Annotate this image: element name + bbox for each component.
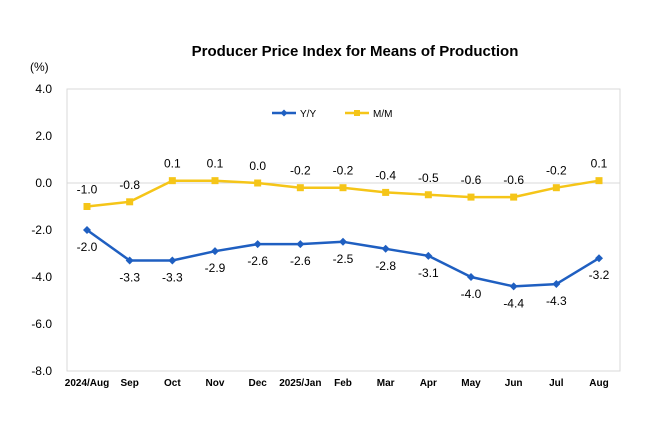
y-axis-ticks: 4.0 2.0 0.0 -2.0 -4.0 -6.0 -8.0 [31, 82, 52, 378]
legend: Y/Y M/M [272, 109, 392, 120]
point-marker-yy [253, 240, 262, 249]
data-label-mm: -0.4 [375, 168, 396, 182]
y-unit-label: (%) [30, 60, 49, 74]
point-marker-mm [296, 184, 304, 192]
chart-title: Producer Price Index for Means of Produc… [192, 43, 519, 60]
point-marker-mm [339, 184, 347, 192]
series-group [83, 177, 603, 291]
data-label-mm: -0.8 [119, 178, 140, 192]
plot-frame [66, 88, 621, 372]
data-label-mm: 0.1 [591, 157, 608, 171]
data-label-yy: -3.3 [162, 271, 183, 285]
legend-marker-yy [280, 109, 288, 117]
point-marker-yy [424, 251, 433, 260]
x-tick-label: Feb [334, 378, 352, 389]
x-tick-label: Nov [206, 378, 225, 389]
point-marker-yy [211, 247, 219, 256]
data-label-mm: -0.6 [461, 173, 482, 187]
data-label-yy: -3.2 [589, 268, 610, 282]
data-label-mm: -0.2 [333, 164, 354, 178]
point-marker-mm [382, 188, 390, 196]
point-marker-yy [168, 256, 177, 265]
y-tick-label: -8.0 [31, 364, 52, 378]
point-marker-yy [595, 254, 603, 263]
point-marker-mm [552, 184, 560, 192]
data-label-yy: -4.0 [461, 287, 482, 301]
x-tick-label: Sep [120, 378, 138, 389]
legend-label-yy: Y/Y [300, 109, 316, 120]
data-label-yy: -3.1 [418, 266, 439, 280]
data-label-yy: -2.6 [290, 254, 311, 268]
data-label-yy: -4.4 [503, 296, 524, 310]
point-marker-yy [467, 273, 475, 281]
y-tick-label: -6.0 [31, 317, 52, 331]
x-tick-label: Apr [420, 378, 437, 389]
point-marker-yy [339, 237, 347, 246]
x-tick-label: 2024/Aug [65, 378, 109, 389]
data-label-mm: 0.0 [249, 159, 266, 173]
point-marker-yy [125, 256, 134, 265]
data-label-yy: -4.3 [546, 294, 567, 308]
data-label-mm: -0.2 [290, 164, 311, 178]
x-tick-label: 2025/Jan [279, 378, 321, 389]
x-axis-ticks: 2024/Aug Sep Oct Nov Dec 2025/Jan Feb Mar Apr May… [65, 378, 609, 389]
data-label-mm: 0.1 [207, 157, 224, 171]
point-marker-mm [83, 203, 91, 210]
data-label-mm: -0.2 [546, 164, 567, 178]
point-marker-mm [254, 179, 262, 187]
point-marker-mm [424, 191, 432, 199]
y-tick-label: 0.0 [35, 176, 52, 190]
point-marker-mm [211, 177, 219, 185]
data-label-mm: 0.1 [164, 157, 181, 171]
data-label-mm: -1.0 [77, 183, 98, 197]
point-marker-mm [168, 177, 176, 185]
point-marker-mm [126, 198, 134, 206]
data-label-yy: -3.3 [119, 271, 140, 285]
y-tick-label: 2.0 [35, 129, 52, 143]
data-label-yy: -2.6 [247, 254, 268, 268]
x-tick-label: Jul [549, 378, 564, 389]
x-tick-label: Mar [377, 378, 395, 389]
data-labels: -2.0 -3.3 -3.3 -2.9 -2.6 -2.6 -2.5 -2.8 -3.1 -4.0… [77, 157, 610, 311]
x-tick-label: Aug [589, 378, 608, 389]
data-label-yy: -2.9 [205, 261, 226, 275]
point-marker-yy [381, 244, 390, 253]
data-label-mm: -0.6 [503, 173, 524, 187]
y-tick-label: -4.0 [31, 270, 52, 284]
legend-marker-mm [354, 110, 360, 116]
y-tick-label: -2.0 [31, 223, 52, 237]
point-marker-yy [552, 280, 561, 289]
point-marker-mm [510, 193, 518, 201]
point-marker-yy [296, 240, 305, 249]
point-marker-mm [595, 177, 603, 185]
legend-label-mm: M/M [373, 109, 392, 120]
point-marker-yy [509, 282, 518, 291]
x-tick-label: Jun [505, 378, 523, 389]
x-tick-label: Dec [248, 378, 267, 389]
y-tick-label: 4.0 [35, 82, 52, 96]
data-label-mm: -0.5 [418, 171, 439, 185]
x-tick-label: Oct [164, 378, 181, 389]
point-marker-mm [467, 193, 475, 201]
data-label-yy: -2.5 [333, 252, 354, 266]
data-label-yy: -2.0 [77, 240, 98, 254]
x-tick-label: May [461, 378, 481, 389]
point-marker-yy [83, 226, 91, 234]
data-label-yy: -2.8 [375, 259, 396, 273]
